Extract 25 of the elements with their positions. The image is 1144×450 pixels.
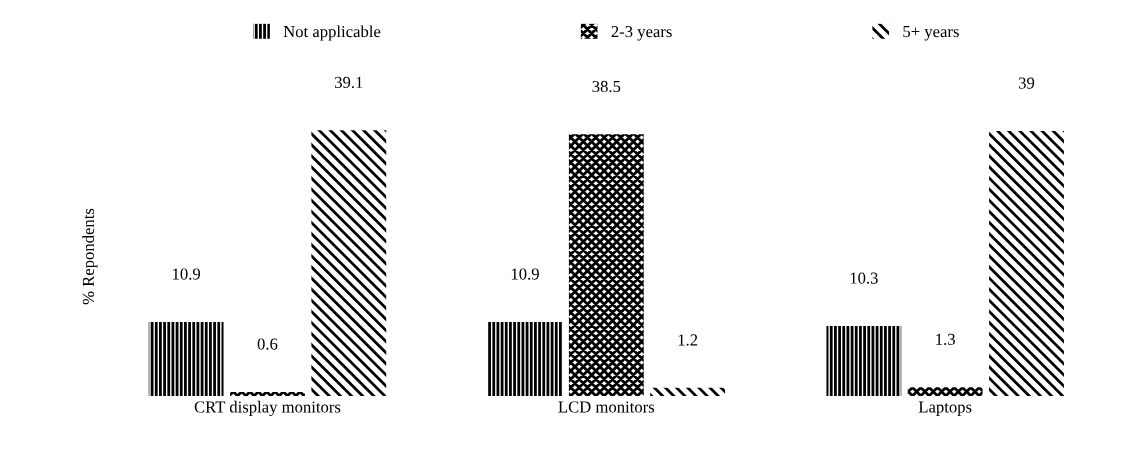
bar [568,134,644,396]
legend-label: Not applicable [283,25,381,41]
bar [826,326,902,396]
bar [907,387,983,396]
y-axis-title: % Repondents [82,208,98,305]
legend-label: 5+ years [903,26,959,41]
bar [311,130,387,396]
bar [230,391,305,396]
bar [148,321,224,396]
data-label: 0.6 [257,338,278,350]
x-tick-label: CRT display monitors [194,400,341,417]
x-tick-label: Laptops [918,401,972,416]
data-label: 10.9 [511,268,539,280]
data-label: 1.3 [936,333,955,345]
data-label: 39 [1018,77,1035,89]
bar [989,130,1064,396]
data-label: 1.2 [678,334,698,346]
data-label: 39.1 [335,76,363,89]
x-tick-label: LCD monitors [558,401,655,413]
data-label: 10.9 [173,268,201,280]
bar [487,321,563,396]
legend-label: 2-3 years [611,25,672,41]
data-label: 38.5 [592,80,621,93]
data-label: 10.3 [850,272,878,284]
bar [650,387,726,396]
